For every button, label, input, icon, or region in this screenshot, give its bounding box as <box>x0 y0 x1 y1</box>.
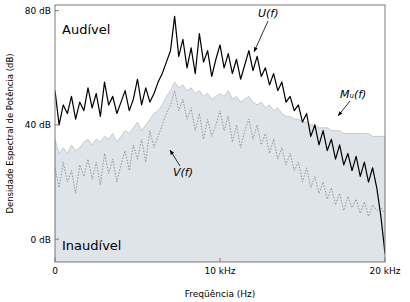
x-tick-label: 20 kHz <box>369 266 400 276</box>
y-tick <box>55 124 59 125</box>
x-tick <box>55 258 56 262</box>
arrow-head <box>254 47 258 52</box>
masking-area <box>55 82 385 262</box>
label-arrow <box>254 21 268 52</box>
x-axis-label: Freqüência (Hz) <box>185 289 256 299</box>
y-tick-label: 0 dB <box>31 235 51 245</box>
series-label: Mᵤ(f) <box>340 88 366 101</box>
spectrum-line <box>55 16 385 253</box>
region-label: Audível <box>62 22 110 37</box>
chart: 0 dB 40 dB 80 dB 0 10 kHz 20 kHz Freqüência (H… <box>0 0 410 302</box>
plot-area <box>55 16 385 262</box>
y-tick <box>55 239 59 240</box>
plot-background <box>55 5 385 262</box>
label-arrow <box>170 150 180 166</box>
arrow-head <box>170 150 174 155</box>
y-axis-label: Densidade Espectral de Potência (dB) <box>5 53 15 213</box>
y-tick-label: 80 dB <box>25 6 51 16</box>
x-tick-label: 0 <box>52 266 58 276</box>
label-arrow <box>338 101 350 116</box>
x-tick <box>220 258 221 262</box>
series-label: V(f) <box>173 166 193 179</box>
y-tick <box>55 10 59 11</box>
series-label: U(f) <box>258 7 279 20</box>
y-tick-label: 40 dB <box>25 120 51 130</box>
region-label: Inaudível <box>62 238 121 253</box>
spectrum-line <box>55 91 385 217</box>
x-tick-label: 10 kHz <box>204 266 235 276</box>
arrow-head <box>338 111 342 116</box>
plot-frame <box>55 5 385 262</box>
x-tick <box>385 258 386 262</box>
